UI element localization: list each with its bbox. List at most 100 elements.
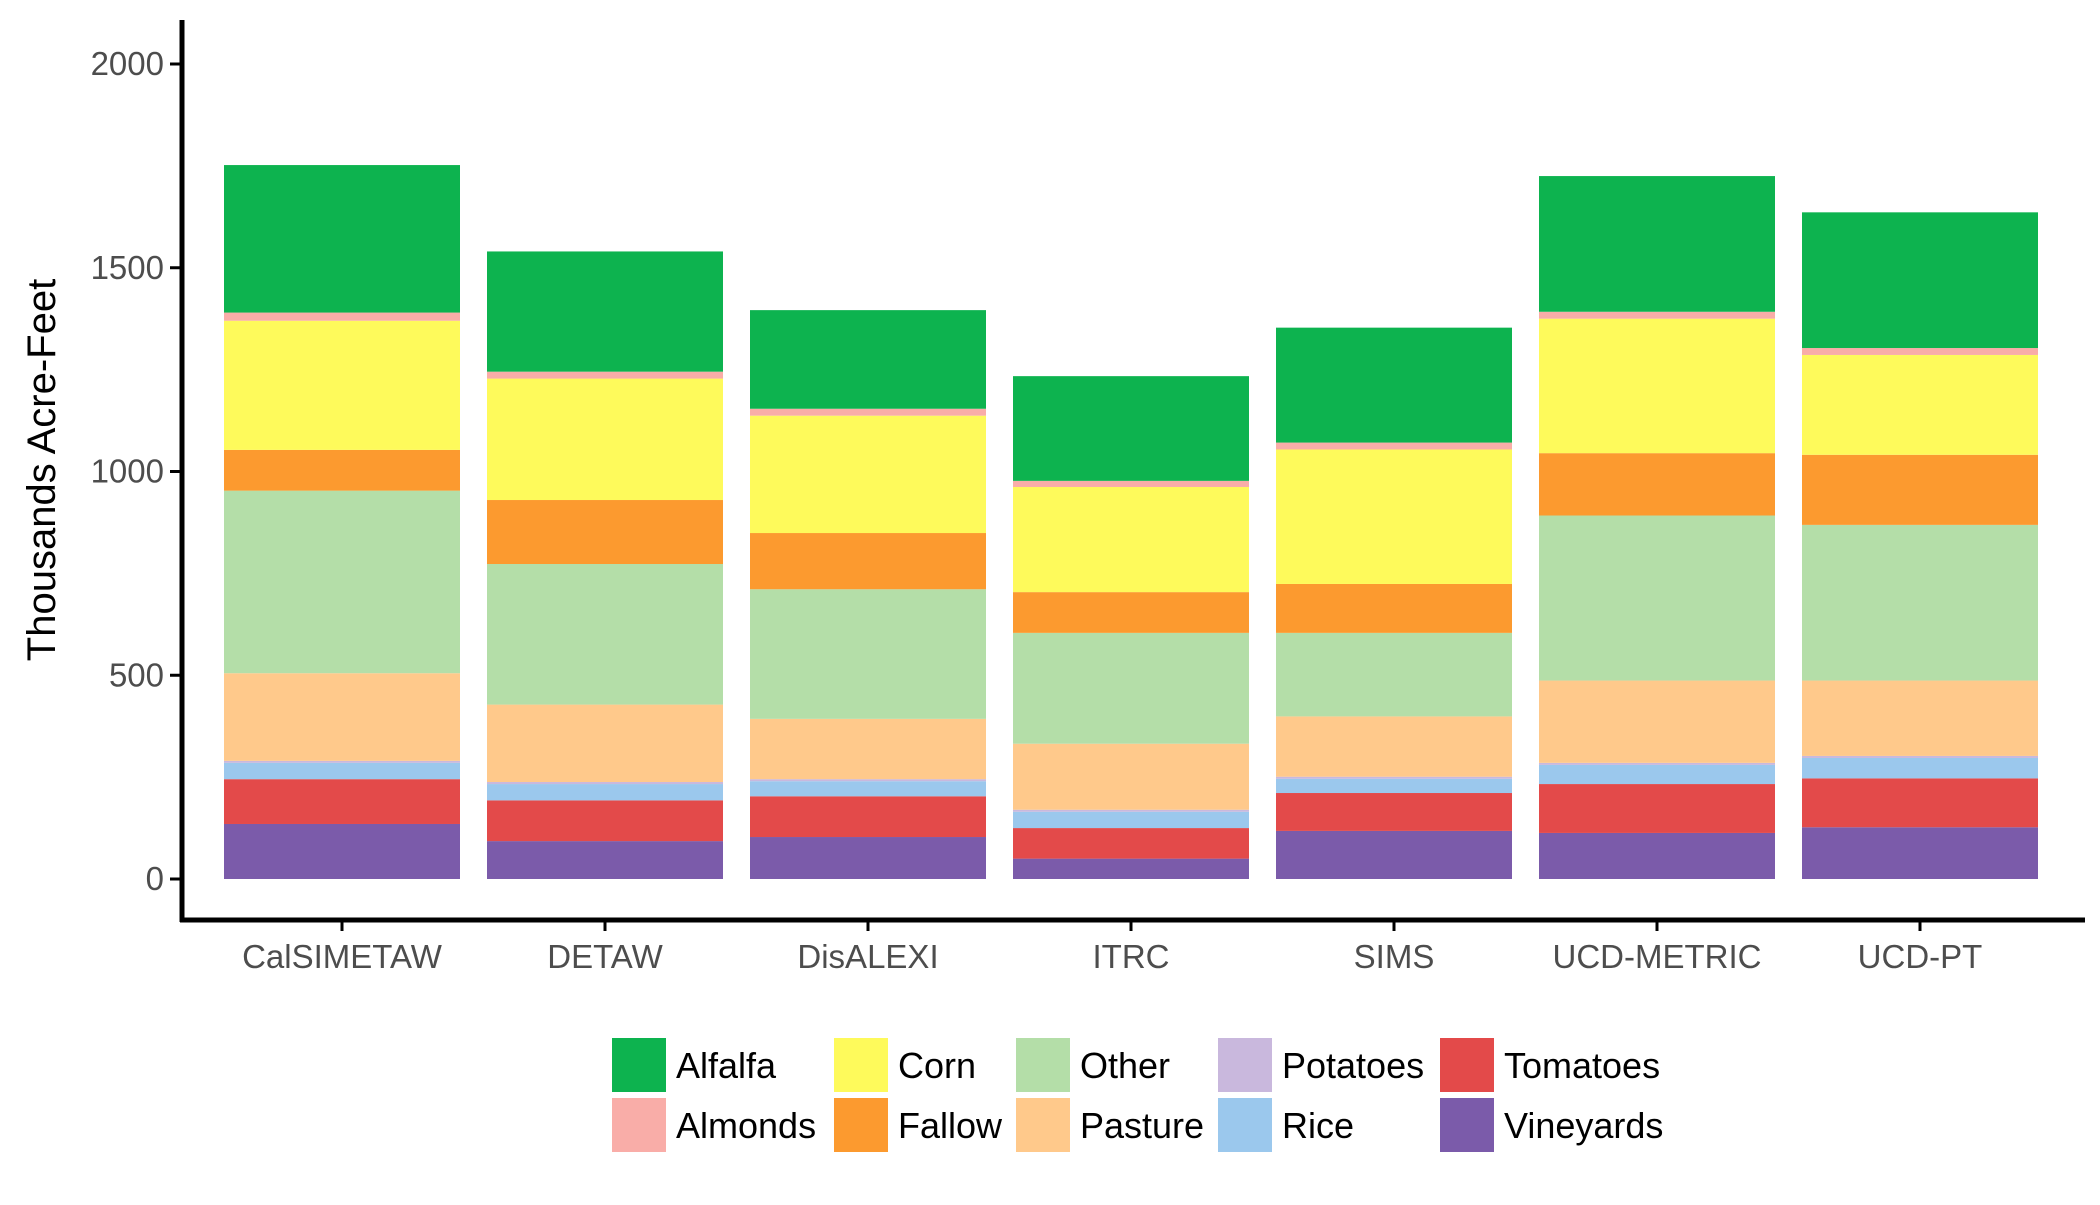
bar-segment-ucd-metric-other bbox=[1539, 516, 1775, 681]
bar-segment-disalexi-rice bbox=[750, 781, 986, 796]
legend-label-fallow: Fallow bbox=[898, 1105, 1003, 1146]
legend-item-alfalfa: Alfalfa bbox=[612, 1038, 777, 1092]
legend-item-other: Other bbox=[1016, 1038, 1170, 1092]
legend-item-fallow: Fallow bbox=[834, 1098, 1003, 1152]
bar-segment-detaw-fallow bbox=[487, 500, 723, 564]
legend-label-other: Other bbox=[1080, 1045, 1170, 1086]
bar-segment-sims-almonds bbox=[1276, 443, 1512, 450]
bar-segment-itrc-rice bbox=[1013, 812, 1249, 828]
y-tick-label-1000: 1000 bbox=[91, 453, 164, 490]
legend-label-corn: Corn bbox=[898, 1045, 976, 1086]
bar-stack-disalexi bbox=[750, 310, 986, 879]
bar-segment-detaw-pasture bbox=[487, 705, 723, 782]
bar-segment-calsimetaw-vineyards bbox=[224, 824, 460, 879]
bar-segment-itrc-almonds bbox=[1013, 481, 1249, 487]
bar-segment-detaw-rice bbox=[487, 784, 723, 800]
bar-segment-sims-tomatoes bbox=[1276, 793, 1512, 831]
bar-segment-sims-alfalfa bbox=[1276, 328, 1512, 443]
bar-segment-sims-other bbox=[1276, 633, 1512, 717]
bar-segment-disalexi-potatoes bbox=[750, 779, 986, 781]
x-tick-label-detaw: DETAW bbox=[547, 938, 663, 975]
bar-segment-sims-fallow bbox=[1276, 584, 1512, 633]
x-tick-label-ucd-pt: UCD-PT bbox=[1858, 938, 1983, 975]
legend-key-alfalfa bbox=[612, 1038, 666, 1092]
legend-item-pasture: Pasture bbox=[1016, 1098, 1204, 1152]
legend-label-alfalfa: Alfalfa bbox=[676, 1045, 777, 1086]
bar-segment-disalexi-corn bbox=[750, 416, 986, 533]
legend-key-pasture bbox=[1016, 1098, 1070, 1152]
bar-segment-ucd-pt-fallow bbox=[1802, 455, 2038, 525]
bar-segment-ucd-metric-vineyards bbox=[1539, 833, 1775, 879]
bar-segment-calsimetaw-pasture bbox=[224, 673, 460, 761]
bar-segment-calsimetaw-corn bbox=[224, 321, 460, 450]
bar-segment-disalexi-other bbox=[750, 589, 986, 719]
bar-segment-calsimetaw-potatoes bbox=[224, 761, 460, 763]
bar-segment-ucd-metric-rice bbox=[1539, 765, 1775, 784]
legend-item-potatoes: Potatoes bbox=[1218, 1038, 1424, 1092]
legend-key-potatoes bbox=[1218, 1038, 1272, 1092]
legend-item-corn: Corn bbox=[834, 1038, 976, 1092]
bar-segment-itrc-tomatoes bbox=[1013, 828, 1249, 859]
legend-key-rice bbox=[1218, 1098, 1272, 1152]
bar-stack-detaw bbox=[487, 251, 723, 879]
bar-segment-itrc-corn bbox=[1013, 487, 1249, 592]
bar-stack-sims bbox=[1276, 328, 1512, 879]
bar-segment-detaw-almonds bbox=[487, 372, 723, 379]
bar-segment-sims-potatoes bbox=[1276, 777, 1512, 779]
bar-segment-itrc-alfalfa bbox=[1013, 376, 1249, 481]
legend-item-tomatoes: Tomatoes bbox=[1440, 1038, 1660, 1092]
bar-segment-disalexi-pasture bbox=[750, 719, 986, 779]
legend-label-rice: Rice bbox=[1282, 1105, 1354, 1146]
legend-key-vineyards bbox=[1440, 1098, 1494, 1152]
bar-segment-ucd-pt-alfalfa bbox=[1802, 212, 2038, 348]
bar-segment-sims-pasture bbox=[1276, 716, 1512, 776]
bar-segment-ucd-pt-potatoes bbox=[1802, 756, 2038, 758]
bar-segment-itrc-vineyards bbox=[1013, 859, 1249, 879]
bar-stack-ucd-metric bbox=[1539, 176, 1775, 879]
bar-segment-ucd-pt-pasture bbox=[1802, 681, 2038, 756]
bar-segment-disalexi-almonds bbox=[750, 409, 986, 416]
legend-key-fallow bbox=[834, 1098, 888, 1152]
bar-segment-ucd-metric-pasture bbox=[1539, 681, 1775, 763]
legend-key-almonds bbox=[612, 1098, 666, 1152]
y-tick-label-500: 500 bbox=[109, 656, 164, 693]
bar-segment-sims-corn bbox=[1276, 449, 1512, 583]
y-axis-title: Thousands Acre-Feet bbox=[20, 279, 64, 661]
bar-segment-detaw-corn bbox=[487, 379, 723, 500]
bar-segment-calsimetaw-rice bbox=[224, 763, 460, 779]
x-tick-label-sims: SIMS bbox=[1354, 938, 1435, 975]
legend-item-rice: Rice bbox=[1218, 1098, 1354, 1152]
legend-item-almonds: Almonds bbox=[612, 1098, 816, 1152]
bar-segment-calsimetaw-fallow bbox=[224, 450, 460, 491]
legend-label-potatoes: Potatoes bbox=[1282, 1045, 1424, 1086]
bar-segment-ucd-pt-rice bbox=[1802, 758, 2038, 778]
legend-key-corn bbox=[834, 1038, 888, 1092]
bar-segment-itrc-pasture bbox=[1013, 744, 1249, 810]
legend-label-pasture: Pasture bbox=[1080, 1105, 1204, 1146]
y-tick-label-0: 0 bbox=[146, 860, 164, 897]
bar-segment-ucd-metric-corn bbox=[1539, 319, 1775, 453]
x-tick-label-calsimetaw: CalSIMETAW bbox=[242, 938, 443, 975]
bar-segment-itrc-fallow bbox=[1013, 592, 1249, 633]
bar-segment-sims-rice bbox=[1276, 779, 1512, 793]
bars-layer bbox=[224, 165, 2038, 879]
x-tick-label-ucd-metric: UCD-METRIC bbox=[1553, 938, 1762, 975]
legend-item-vineyards: Vineyards bbox=[1440, 1098, 1663, 1152]
bar-segment-ucd-metric-almonds bbox=[1539, 312, 1775, 319]
bar-segment-itrc-other bbox=[1013, 633, 1249, 744]
bar-segment-disalexi-alfalfa bbox=[750, 310, 986, 409]
bar-segment-ucd-pt-vineyards bbox=[1802, 827, 2038, 879]
bar-segment-calsimetaw-alfalfa bbox=[224, 165, 460, 313]
bar-segment-disalexi-vineyards bbox=[750, 837, 986, 879]
y-tick-label-1500: 1500 bbox=[91, 249, 164, 286]
bar-stack-ucd-pt bbox=[1802, 212, 2038, 879]
bar-segment-ucd-pt-corn bbox=[1802, 355, 2038, 455]
legend-label-vineyards: Vineyards bbox=[1504, 1105, 1663, 1146]
bar-segment-ucd-pt-tomatoes bbox=[1802, 778, 2038, 827]
bar-segment-itrc-potatoes bbox=[1013, 810, 1249, 812]
legend: Alfalfa Almonds Corn Fallow Other Pasture Pota… bbox=[612, 1038, 1663, 1152]
bar-segment-calsimetaw-tomatoes bbox=[224, 779, 460, 824]
bar-segment-detaw-tomatoes bbox=[487, 800, 723, 841]
